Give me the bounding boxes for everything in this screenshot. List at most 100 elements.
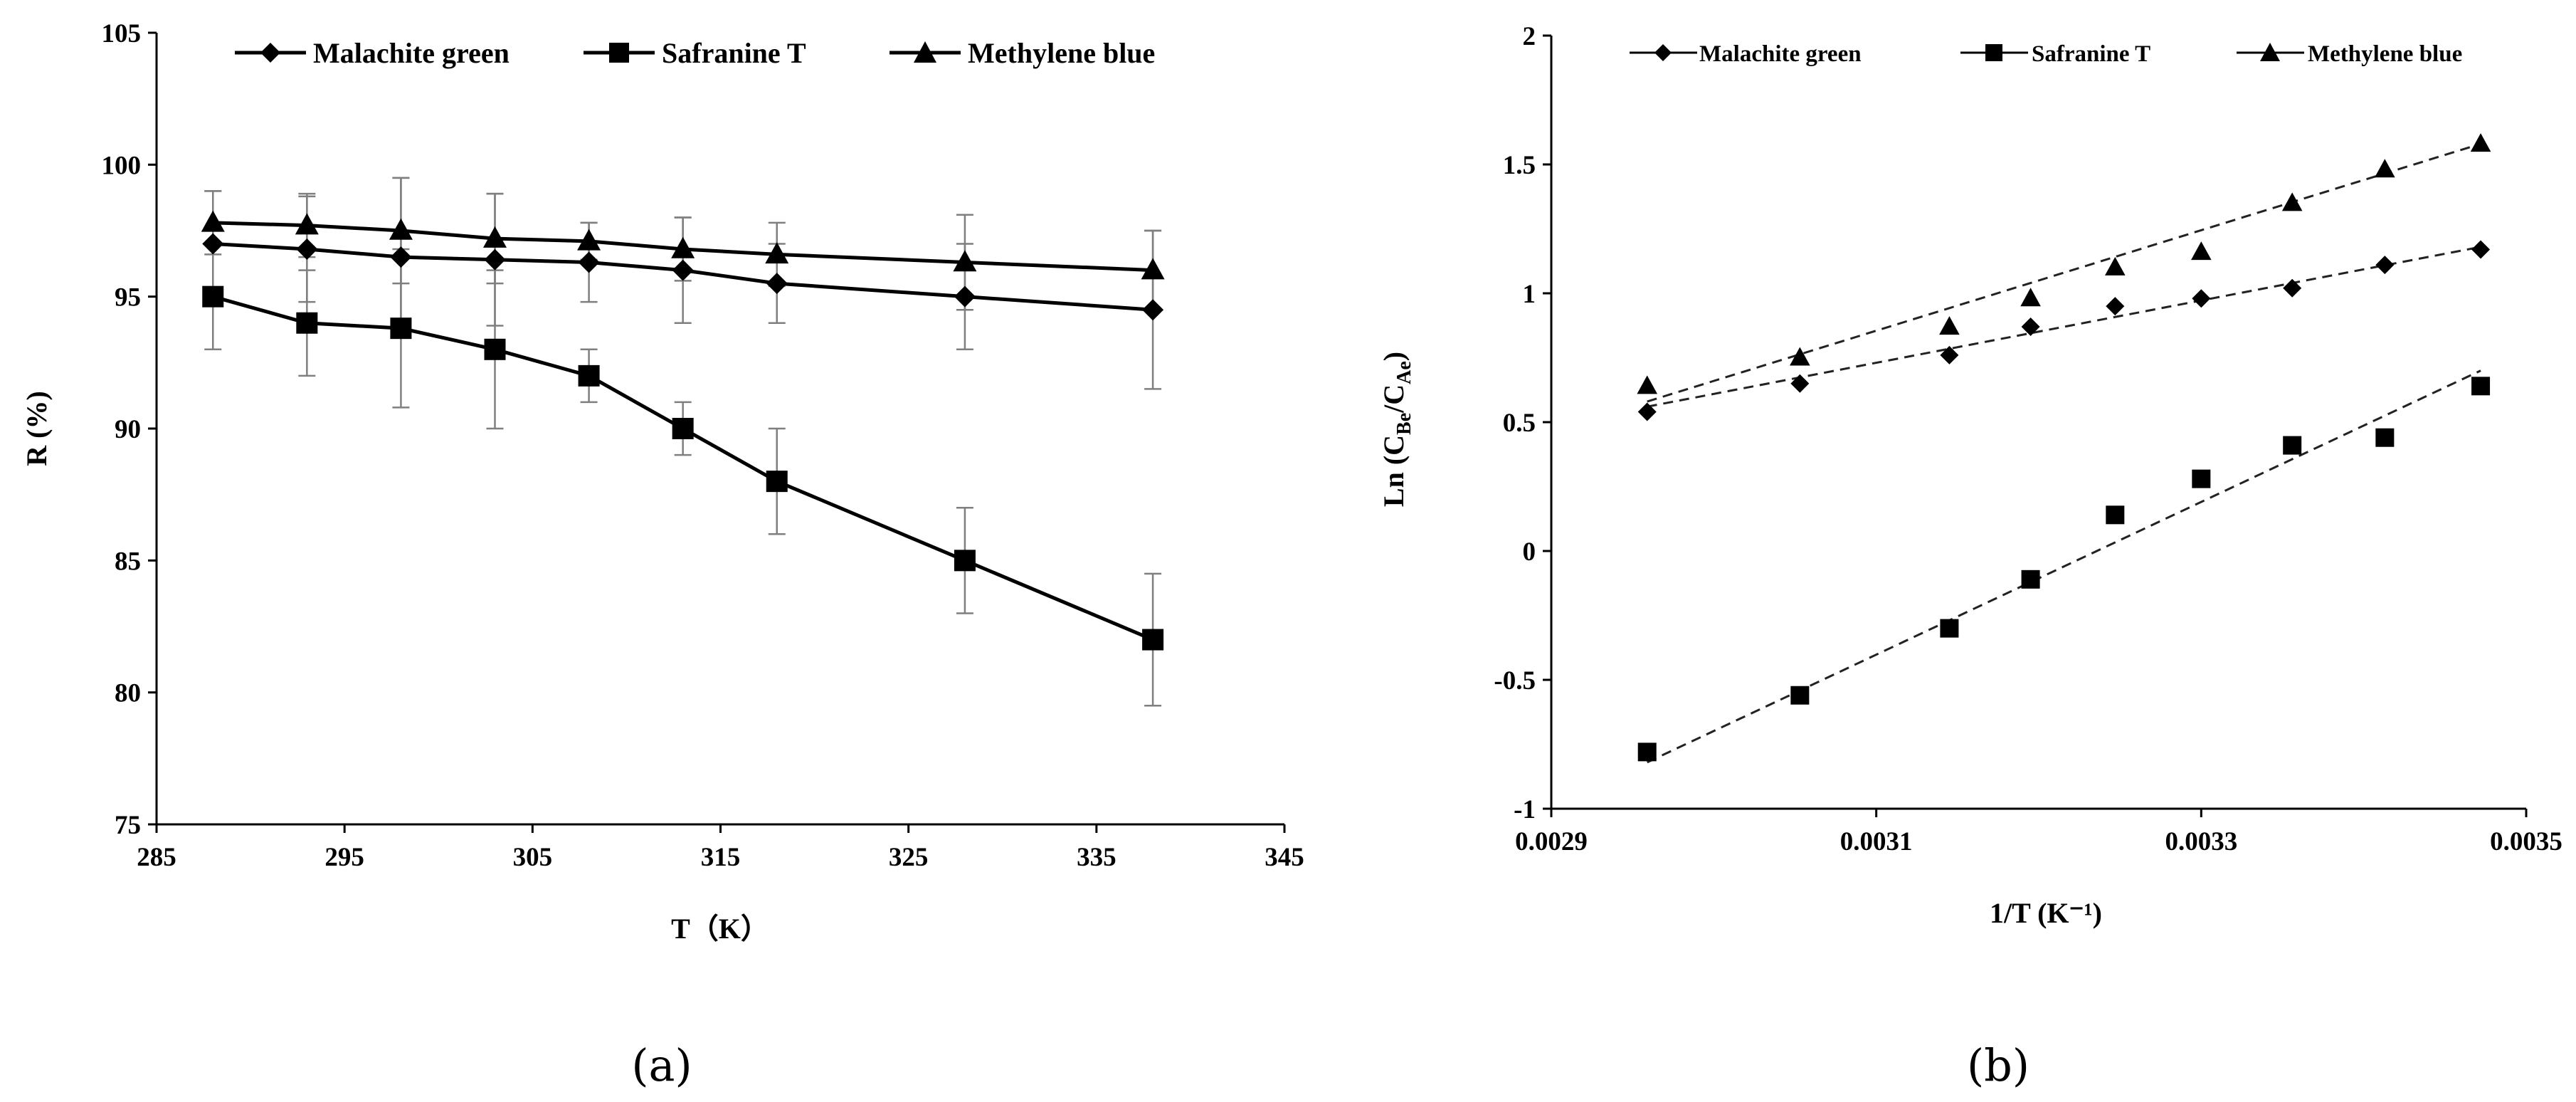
chart-a-y-title: R (%) [21,391,53,466]
chart-b-point-triangle [2020,288,2041,307]
chart-a-ytick-label: 85 [115,547,141,576]
chart-a-series [201,210,1165,651]
chart-b-point-square [2021,570,2040,589]
chart-b-y-title: Ln (CBe/CAe) [1378,352,1415,507]
chart-b-point-triangle [2470,133,2491,152]
legend-b-label-safranine: Safranine T [2032,41,2150,67]
chart-b-point-triangle [1790,347,1810,366]
chart-a-point-triangle [201,210,225,232]
chart-b-ytick-label: 0.5 [1503,409,1536,438]
legend-a-label-safranine: Safranine T [662,37,806,69]
chart-a-point-square [672,418,694,439]
chart-b-point-diamond [1940,345,1959,364]
chart-b-xtick-label: 0.0033 [2165,827,2237,856]
chart-b-point-square [1790,686,1810,705]
chart-b-x-title: 1/T (K⁻¹) [1990,897,2102,929]
chart-a-point-square [296,312,318,334]
chart-b-point-diamond [1790,374,1810,393]
chart-b: -1-0.500.511.520.0029 0.0031 0.0033 0.0035 … [1378,22,2562,1091]
chart-b-point-square [1637,742,1657,762]
chart-b-xtick-label: 0.0029 [1515,827,1588,856]
chart-a-point-square [484,338,506,360]
chart-b-ytick-label: 1 [1523,280,1536,309]
chart-a-line-square [212,295,1154,641]
chart-b-point-square [2283,436,2302,455]
legend-b-label-malachite: Malachite green [1699,41,1862,67]
chart-b-point-diamond [2283,278,2302,298]
chart-a-point-square [202,285,224,308]
legend-b-label-methylene: Methylene blue [2308,41,2462,67]
chart-a-point-triangle [483,226,507,248]
chart-b-fit-lines [1647,142,2481,764]
chart-a-point-triangle [765,242,789,264]
chart-a-point-diamond [954,285,976,308]
chart-a-xtick-label: 325 [889,843,929,872]
chart-a-legend: Malachite green Safranine T Methylene bl… [235,37,1155,69]
legend-b-marker-diamond-icon [1654,44,1672,61]
chart-b-point-diamond [2192,289,2211,308]
chart-b-ticks: -1 -0.5 0 0.5 1 1.5 2 0.0029 0.0031 0.0033 0.0035 [1494,22,2562,856]
chart-b-fit-diamond [1647,246,2481,408]
chart-a-point-diamond [672,259,694,281]
chart-b-axes [1550,36,2526,810]
legend-a-label-methylene: Methylene blue [968,37,1155,69]
chart-a-ytick-label: 80 [115,679,141,708]
chart-b-point-triangle [2281,192,2303,211]
chart-a-ytick-label: 95 [115,283,141,313]
chart-a: 75 80 85 90 95 100 105 285 295 305 315 325 335 345 Ma… [21,19,1304,1091]
chart-b-ytick-label: 2 [1523,22,1536,51]
chart-b-point-diamond [2021,318,2040,337]
chart-a-point-triangle [389,218,413,240]
chart-b-point-square [2471,377,2491,396]
chart-a-point-square [390,318,412,340]
chart-b-fit-square [1647,369,2481,764]
chart-b-point-diamond [2106,297,2125,316]
chart-a-point-diamond [766,273,788,295]
chart-a-point-square [954,550,976,572]
chart-b-fit-triangle [1647,142,2481,403]
chart-a-point-diamond [484,248,506,271]
chart-a-xtick-label: 305 [513,843,553,872]
chart-a-point-triangle [671,236,695,258]
chart-a-point-triangle [953,250,977,272]
chart-b-point-triangle [2105,256,2126,276]
chart-a-ytick-label: 100 [102,151,142,180]
chart-a-point-diamond [296,238,318,260]
chart-a-xtick-label: 295 [324,843,364,872]
chart-b-panel-label: (b) [1967,1039,2029,1091]
chart-a-point-square [766,471,788,493]
chart-b-point-triangle [2375,159,2395,178]
chart-a-ytick-label: 75 [115,811,141,840]
chart-b-xtick-label: 0.0035 [2490,827,2562,856]
chart-a-xtick-label: 285 [137,843,176,872]
chart-a-point-square [1142,629,1164,651]
chart-a-point-diamond [202,233,224,255]
chart-b-ytick-label: -0.5 [1494,666,1536,696]
chart-b-xtick-label: 0.0031 [1840,827,1913,856]
legend-a-marker-square-icon [609,43,629,63]
chart-b-ytick-label: 1.5 [1503,151,1536,180]
legend-a-label-malachite: Malachite green [313,37,510,69]
chart-a-point-triangle [1141,258,1165,280]
chart-a-axes [155,33,1284,826]
chart-b-point-triangle [2191,241,2212,261]
legend-b-marker-square-icon [1985,44,2002,61]
chart-a-point-triangle [577,229,601,251]
chart-a-point-diamond [578,251,600,273]
chart-a-xtick-label: 345 [1265,843,1304,872]
chart-b-point-diamond [2375,256,2395,275]
chart-a-x-title: T（K） [671,913,769,945]
chart-b-point-triangle [1939,316,1960,335]
chart-a-ytick-label: 90 [115,415,141,444]
chart-b-point-diamond [2471,240,2491,259]
chart-b-point-triangle [1637,375,1658,394]
legend-a-marker-triangle-icon [914,41,936,63]
chart-b-point-square [1940,619,1959,638]
chart-b-legend: Malachite green Safranine T Methylene bl… [1630,41,2462,67]
chart-a-ticks: 75 80 85 90 95 100 105 285 295 305 315 325 335 345 [102,19,1304,872]
legend-a-marker-diamond-icon [260,43,280,63]
chart-b-ytick-label: -1 [1514,795,1536,824]
chart-a-point-diamond [390,246,412,268]
chart-a-xtick-label: 315 [701,843,741,872]
